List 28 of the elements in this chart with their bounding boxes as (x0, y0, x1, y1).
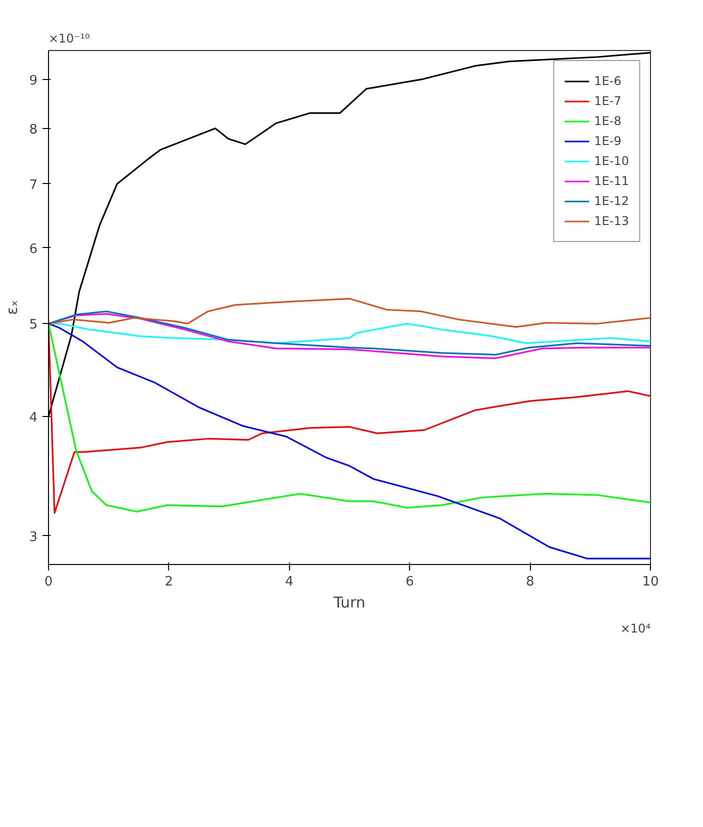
legend-label: 1E-6 (594, 74, 622, 88)
y-tick-label: 7 (29, 178, 38, 193)
legend-label: 1E-10 (594, 154, 629, 168)
y-tick-label: 8 (29, 122, 38, 138)
legend-label: 1E-11 (594, 174, 629, 188)
x-tick-label: 2 (164, 574, 174, 590)
legend-label: 1E-13 (594, 214, 629, 228)
line-series (48, 322, 650, 560)
legend-label: 1E-9 (594, 134, 622, 148)
legend-label: 1E-7 (594, 94, 622, 108)
text: ×10⁻¹⁰ (48, 32, 90, 46)
x-tick-label: 0 (44, 574, 53, 590)
legend-label: 1E-8 (594, 114, 622, 128)
y-tick-label: 5 (29, 318, 38, 333)
text: ×10⁴ (620, 622, 651, 636)
line-series (48, 298, 650, 328)
x-axis-title: Turn (332, 594, 366, 612)
x-tick-label: 8 (526, 574, 534, 590)
y-tick-label: 6 (29, 242, 38, 257)
y-axis-title: εₓ (3, 300, 22, 315)
x-tick-label: 6 (406, 574, 414, 590)
x-tick-label: 10 (642, 574, 659, 590)
legend-label: 1E-12 (594, 194, 629, 208)
line-series (48, 322, 650, 344)
x-tick-label: 4 (285, 574, 294, 590)
y-tick-label: 4 (29, 410, 38, 426)
y-tick-label: 3 (29, 530, 38, 545)
y-tick-label: 9 (29, 73, 38, 88)
